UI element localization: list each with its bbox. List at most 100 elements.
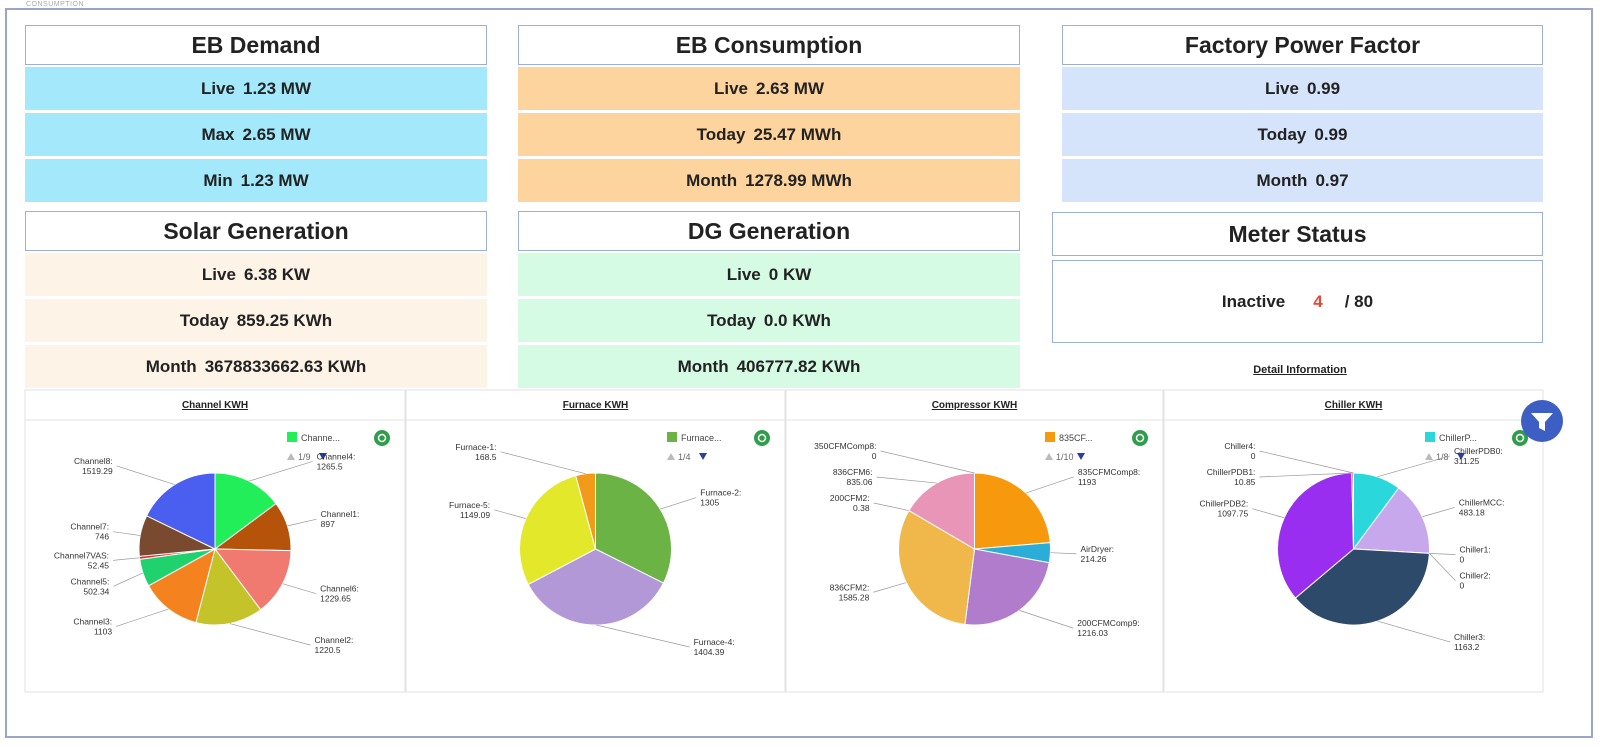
- legend-prev: [1045, 453, 1053, 460]
- pie-slice: [213, 548, 292, 611]
- pie-slice: [1277, 472, 1355, 599]
- leader-line: [115, 608, 169, 627]
- card-row: Live 0.99: [1062, 67, 1543, 110]
- row-value: 0.97: [1315, 170, 1349, 190]
- legend-page: 1/8: [1436, 452, 1449, 462]
- legend-next: [1077, 453, 1085, 460]
- slice-label: ChillerPDB0:: [1454, 446, 1503, 456]
- leader-line: [873, 502, 910, 511]
- card-row: Live 0 KW: [518, 253, 1020, 296]
- row-value: 2.65 MW: [242, 124, 311, 144]
- slice-label: ChillerMCC:: [1459, 497, 1505, 507]
- card-title: EB Demand: [25, 25, 487, 65]
- card-row: Today 0.0 KWh: [518, 299, 1020, 342]
- legend-swatch: [667, 432, 677, 442]
- pie-slice: [147, 547, 216, 624]
- slice-value: 10.85: [1234, 477, 1256, 487]
- legend-label: Channe...: [301, 433, 340, 443]
- leader-line: [282, 583, 317, 595]
- leader-line: [873, 582, 907, 593]
- card-row: Month 1278.99 MWh: [518, 159, 1020, 202]
- card-row: Max 2.65 MW: [25, 113, 487, 156]
- pie-slice: [575, 472, 596, 550]
- pie-slice: [1294, 548, 1430, 626]
- row-value: 1.23 MW: [240, 170, 309, 190]
- slice-value: 1404.39: [694, 647, 725, 657]
- legend-next: [319, 453, 327, 460]
- slice-value: 0.38: [853, 503, 870, 513]
- leader-line: [287, 518, 317, 527]
- slice-value: 1305: [700, 498, 719, 508]
- legend-page: 1/9: [298, 452, 311, 462]
- leader-line: [880, 450, 975, 474]
- pie-slice: [527, 548, 665, 626]
- row-value: 1.23 MW: [243, 78, 312, 98]
- download-icon-inner: [1515, 433, 1525, 443]
- slice-value: 1220.5: [315, 645, 341, 655]
- card-title: Factory Power Factor: [1062, 25, 1543, 65]
- download-icon: [754, 430, 770, 446]
- chart-title: Channel KWH: [182, 400, 248, 411]
- row-value: 3678833662.63 KWh: [204, 356, 367, 376]
- slice-label: 836CFM2:: [830, 582, 870, 592]
- legend-page: 1/10: [1056, 452, 1074, 462]
- row-value: 0.99: [1306, 78, 1341, 98]
- leader-line: [113, 557, 140, 561]
- legend-swatch: [1045, 432, 1055, 442]
- leader-line: [596, 624, 690, 648]
- leader-line: [1259, 450, 1354, 474]
- slice-value: 1519.29: [82, 466, 113, 476]
- slice-label: Channel1:: [321, 509, 360, 519]
- slice-label: Furnace-2:: [700, 488, 741, 498]
- frame: [5, 8, 1593, 738]
- slice-label: AirDryer:: [1080, 544, 1114, 554]
- meter-box: Inactive 4 / 80: [1052, 260, 1543, 343]
- row-label: Today: [707, 310, 756, 330]
- slice-label: Channel8:: [74, 456, 113, 466]
- meter-total: / 80: [1344, 291, 1374, 311]
- slice-value: 1216.03: [1077, 628, 1108, 638]
- leader-line: [494, 509, 526, 519]
- row-label: Live: [726, 264, 761, 284]
- chart-title: Chiller KWH: [1325, 400, 1383, 411]
- slice-label: 836CFM6:: [833, 467, 873, 477]
- pie-slice: [595, 472, 672, 584]
- slice-label: Channel3:: [73, 616, 112, 626]
- row-label: Max: [201, 124, 235, 144]
- slice-value: 1149.09: [460, 510, 490, 520]
- slice-label: Furnace-1:: [455, 442, 496, 452]
- slice-label: ChillerPDB2:: [1200, 499, 1249, 509]
- card-row: Today 25.47 MWh: [518, 113, 1020, 156]
- leader-line: [1050, 552, 1077, 555]
- slice-value: 502.34: [83, 586, 109, 596]
- card-row: Month 3678833662.63 KWh: [25, 345, 487, 388]
- card-row: Month 406777.82 KWh: [518, 345, 1020, 388]
- slice-label: ChillerPDB1:: [1207, 467, 1256, 477]
- legend-label: ChillerP...: [1439, 433, 1477, 443]
- slice-label: Furnace-4:: [694, 637, 735, 647]
- slice-value: 483.18: [1459, 507, 1485, 517]
- slice-value: 0: [872, 451, 877, 461]
- row-label: Month: [145, 356, 197, 376]
- slice-label: 835CFMComp8:: [1078, 467, 1140, 477]
- slice-label: Chiller3:: [1454, 632, 1485, 642]
- download-icon: [374, 430, 390, 446]
- leader-line: [1252, 508, 1285, 519]
- leader-line: [1377, 620, 1451, 643]
- leader-line: [1429, 552, 1456, 555]
- leader-line: [500, 451, 586, 474]
- legend-next: [699, 453, 707, 460]
- row-label: Today: [1257, 124, 1307, 144]
- filter-button[interactable]: [1521, 400, 1563, 442]
- row-label: Live: [713, 78, 748, 98]
- slice-label: 200CFM2:: [830, 493, 870, 503]
- slice-label: Channel4:: [317, 451, 356, 461]
- slice-value: 1229.65: [320, 594, 351, 604]
- slice-value: 897: [321, 519, 335, 529]
- meter-count: 4: [1313, 291, 1323, 311]
- detail-link[interactable]: Detail Information: [1253, 364, 1347, 376]
- legend-next: [1457, 453, 1465, 460]
- tab-label: CONSUMPTION: [22, 1, 88, 8]
- leader-line: [249, 461, 313, 482]
